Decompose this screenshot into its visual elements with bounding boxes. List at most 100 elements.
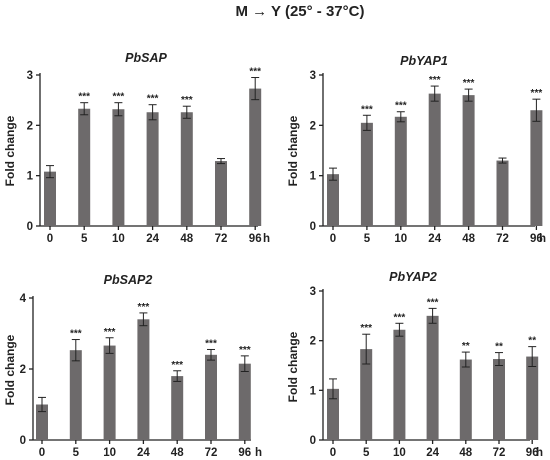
x-tick-label: 24 xyxy=(428,233,441,245)
significance-label: *** xyxy=(78,92,90,103)
bar xyxy=(493,359,505,440)
y-axis-label: Fold change xyxy=(286,115,300,186)
bar xyxy=(496,160,509,226)
x-tick-label: 48 xyxy=(462,233,475,245)
x-tick-label: 24 xyxy=(137,447,150,459)
x-tick-label: 10 xyxy=(112,233,125,245)
panel-title: PbYAP2 xyxy=(389,270,437,284)
bar xyxy=(249,88,262,226)
y-tick-label: 3 xyxy=(310,70,316,82)
significance-label: *** xyxy=(70,329,82,340)
y-tick-label: 2 xyxy=(310,336,316,348)
significance-label: *** xyxy=(463,78,475,89)
significance-label: *** xyxy=(113,92,125,103)
bar xyxy=(360,122,373,226)
y-axis-label: Fold change xyxy=(3,115,17,186)
x-tick-label: 96 xyxy=(526,447,539,459)
significance-label: ** xyxy=(495,342,503,353)
x-tick-label: 0 xyxy=(330,233,336,245)
bar xyxy=(112,109,125,226)
y-tick-label: 4 xyxy=(20,293,27,305)
x-tick-label: 72 xyxy=(215,233,228,245)
x-tick-label: 5 xyxy=(364,233,371,245)
bar xyxy=(394,116,407,226)
x-tick-label: 5 xyxy=(363,447,370,459)
significance-label: *** xyxy=(394,312,406,323)
bar xyxy=(78,108,91,226)
significance-label: *** xyxy=(104,327,116,338)
significance-label: *** xyxy=(147,94,159,105)
x-tick-label: 0 xyxy=(47,233,53,245)
bar xyxy=(205,354,217,440)
significance-label: *** xyxy=(429,75,441,86)
x-tick-label: 48 xyxy=(171,447,184,459)
significance-label: *** xyxy=(249,67,261,78)
bar xyxy=(180,112,193,226)
y-tick-label: 2 xyxy=(27,120,33,132)
y-tick-label: 1 xyxy=(310,385,317,397)
x-unit-label: h xyxy=(539,233,546,245)
bar xyxy=(44,171,56,226)
significance-label: *** xyxy=(205,338,217,349)
significance-label: *** xyxy=(427,297,439,308)
bar xyxy=(103,345,116,440)
x-tick-label: 24 xyxy=(146,233,159,245)
x-tick-label: 5 xyxy=(73,447,80,459)
y-tick-label: 3 xyxy=(27,70,33,82)
x-tick-label: 72 xyxy=(205,447,218,459)
x-tick-label: 10 xyxy=(393,447,406,459)
y-tick-label: 1 xyxy=(310,171,317,183)
bar xyxy=(69,350,82,440)
bar xyxy=(459,359,472,440)
panel-title: PbSAP xyxy=(125,51,167,65)
bar xyxy=(327,174,339,226)
y-axis-label: Fold change xyxy=(3,334,17,405)
x-tick-label: 0 xyxy=(330,447,336,459)
y-tick-label: 0 xyxy=(27,221,33,233)
y-tick-label: 0 xyxy=(20,435,26,447)
x-unit-label: h xyxy=(536,447,543,459)
bar xyxy=(171,376,184,440)
panel-pbyap2: PbYAP2 Fold change h 0 1 2 3 0 *** 5 *** 10 *** 24… xyxy=(286,270,543,459)
significance-label: ** xyxy=(462,341,470,352)
x-unit-label: h xyxy=(263,233,270,245)
significance-label: *** xyxy=(531,88,543,99)
bar xyxy=(530,110,543,226)
x-tick-label: 10 xyxy=(103,447,116,459)
bar xyxy=(36,404,48,440)
y-tick-label: 2 xyxy=(310,120,316,132)
panel-pbsap: PbSAP Fold change h 0 1 2 3 0 *** 5 *** 10 *** 24 *… xyxy=(3,51,270,245)
x-tick-label: 24 xyxy=(426,447,439,459)
x-tick-label: 0 xyxy=(39,447,45,459)
x-tick-label: 5 xyxy=(81,233,88,245)
bar xyxy=(393,329,406,440)
bar xyxy=(426,315,439,440)
x-tick-label: 96 xyxy=(249,233,262,245)
x-tick-label: 96 xyxy=(238,447,251,459)
bar xyxy=(462,95,475,226)
panel-pbsap2: PbSAP2 Fold change h 0240***5***10***24*… xyxy=(3,273,262,459)
x-unit-label: h xyxy=(255,447,262,459)
significance-label: *** xyxy=(239,345,251,356)
x-tick-label: 48 xyxy=(459,447,472,459)
x-tick-label: 72 xyxy=(493,447,506,459)
bar xyxy=(238,363,251,440)
significance-label: *** xyxy=(138,302,150,313)
y-tick-label: 3 xyxy=(310,286,316,298)
bar xyxy=(146,112,159,226)
y-tick-label: 1 xyxy=(27,171,34,183)
x-tick-label: 72 xyxy=(496,233,509,245)
x-tick-label: 96 xyxy=(530,233,543,245)
panel-title: PbSAP2 xyxy=(104,273,153,287)
figure-title: M → Y (25° - 37°C) xyxy=(236,3,365,20)
bar xyxy=(360,349,373,440)
significance-label: ** xyxy=(528,336,536,347)
panel-title: PbYAP1 xyxy=(400,54,448,68)
bar xyxy=(428,93,441,226)
y-tick-label: 2 xyxy=(20,364,26,376)
bar xyxy=(327,388,339,440)
significance-label: *** xyxy=(181,95,193,106)
bar xyxy=(215,161,227,226)
panel-pbyap1: PbYAP1 Fold change h 0 1 2 3 0 *** 5 *** 10 *** 24… xyxy=(286,54,546,245)
